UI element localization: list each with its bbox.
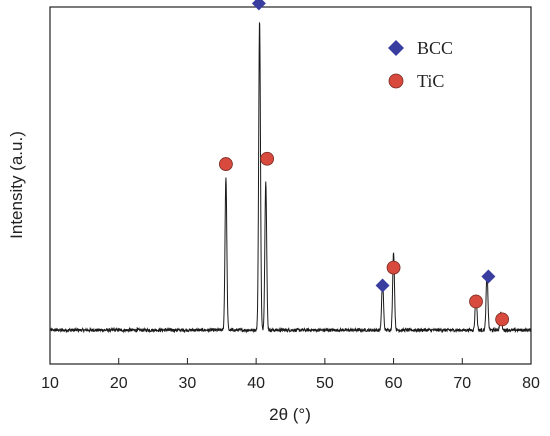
x-tick-label-80: 80 <box>522 375 540 392</box>
legend-marker-bcc <box>388 40 404 56</box>
marker-tic-2 <box>260 151 275 166</box>
marker-tic-5 <box>469 294 483 309</box>
x-tick-label-50: 50 <box>316 375 334 392</box>
x-tick-label-30: 30 <box>179 375 197 392</box>
x-tick-label-10: 10 <box>41 375 59 392</box>
legend-label-tic: TiC <box>417 71 444 91</box>
x-tick-label-70: 70 <box>453 375 471 392</box>
x-axis-title: 2θ (°) <box>269 405 311 424</box>
marker-bcc-3 <box>375 278 390 293</box>
x-tick-label-20: 20 <box>110 375 128 392</box>
x-tick-label-60: 60 <box>385 375 403 392</box>
y-axis-title: Intensity (a.u.) <box>7 131 26 239</box>
plot-frame <box>49 6 532 365</box>
marker-bcc-0 <box>251 0 266 11</box>
marker-tic-4 <box>386 260 401 275</box>
marker-tic-1 <box>219 157 233 171</box>
xrd-pattern-line <box>49 22 532 334</box>
marker-bcc-6 <box>481 269 496 284</box>
x-tick-label-40: 40 <box>247 375 265 392</box>
legend-label-bcc: BCC <box>417 38 453 58</box>
x-axis-ticks <box>49 358 532 364</box>
legend-marker-tic <box>388 73 404 89</box>
legend: BCC TiC <box>388 38 453 91</box>
peak-markers <box>219 0 510 327</box>
marker-tic-7 <box>495 312 510 327</box>
x-axis-tick-labels: 10 20 30 40 50 60 70 80 <box>41 375 540 392</box>
